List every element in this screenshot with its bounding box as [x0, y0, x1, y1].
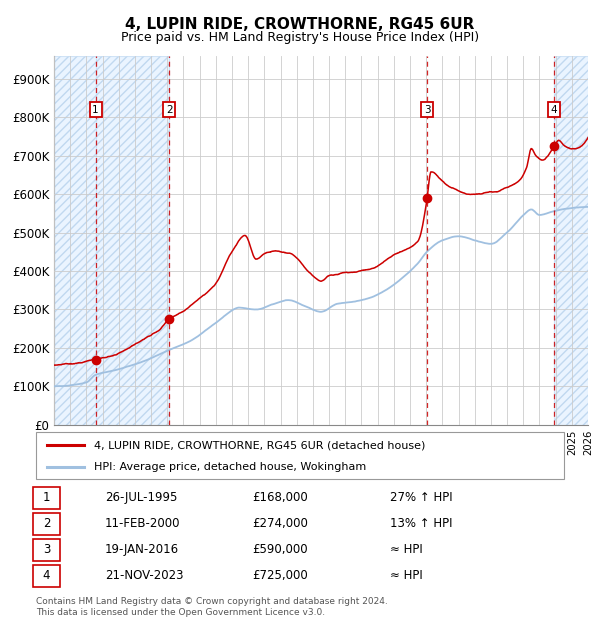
Text: 2: 2	[166, 105, 173, 115]
Text: 4, LUPIN RIDE, CROWTHORNE, RG45 6UR (detached house): 4, LUPIN RIDE, CROWTHORNE, RG45 6UR (det…	[94, 440, 425, 450]
Text: £590,000: £590,000	[252, 544, 308, 556]
Text: 11-FEB-2000: 11-FEB-2000	[105, 518, 181, 530]
Text: 1: 1	[43, 492, 50, 504]
Text: 26-JUL-1995: 26-JUL-1995	[105, 492, 178, 504]
Bar	[554, 56, 588, 425]
Text: £168,000: £168,000	[252, 492, 308, 504]
Bar	[54, 56, 95, 425]
Text: Price paid vs. HM Land Registry's House Price Index (HPI): Price paid vs. HM Land Registry's House …	[121, 31, 479, 44]
Text: 19-JAN-2016: 19-JAN-2016	[105, 544, 179, 556]
Text: £274,000: £274,000	[252, 518, 308, 530]
Text: 27% ↑ HPI: 27% ↑ HPI	[390, 492, 452, 504]
Text: 13% ↑ HPI: 13% ↑ HPI	[390, 518, 452, 530]
Text: 4, LUPIN RIDE, CROWTHORNE, RG45 6UR: 4, LUPIN RIDE, CROWTHORNE, RG45 6UR	[125, 17, 475, 32]
Text: 1: 1	[92, 105, 99, 115]
Text: 3: 3	[424, 105, 430, 115]
Bar	[554, 56, 588, 425]
Text: 4: 4	[551, 105, 557, 115]
Text: ≈ HPI: ≈ HPI	[390, 544, 423, 556]
Text: Contains HM Land Registry data © Crown copyright and database right 2024.
This d: Contains HM Land Registry data © Crown c…	[36, 598, 388, 617]
Text: ≈ HPI: ≈ HPI	[390, 570, 423, 582]
Bar	[95, 56, 169, 425]
Text: 21-NOV-2023: 21-NOV-2023	[105, 570, 184, 582]
Bar	[95, 56, 169, 425]
FancyBboxPatch shape	[36, 432, 564, 479]
Text: 4: 4	[43, 570, 50, 582]
Text: 3: 3	[43, 544, 50, 556]
Text: £725,000: £725,000	[252, 570, 308, 582]
Text: 2: 2	[43, 518, 50, 530]
Bar	[54, 56, 95, 425]
Text: HPI: Average price, detached house, Wokingham: HPI: Average price, detached house, Woki…	[94, 462, 367, 472]
